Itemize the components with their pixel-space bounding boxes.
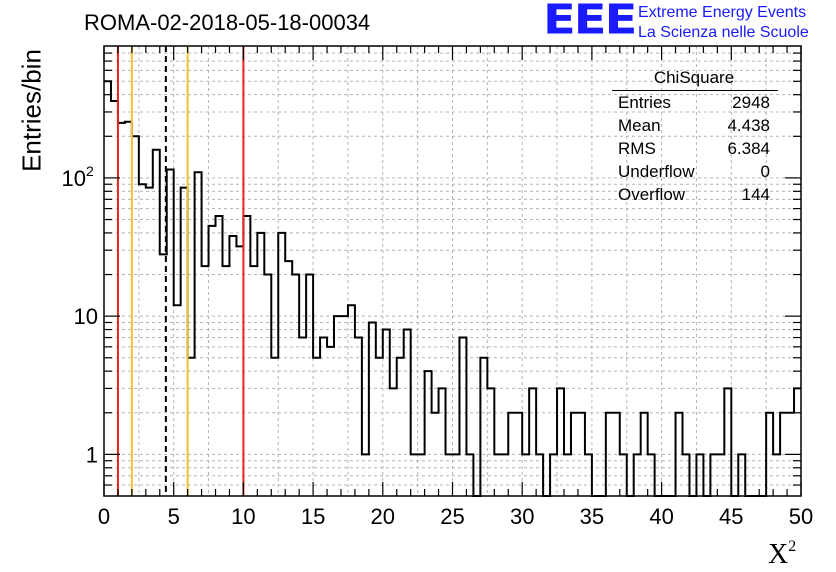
x-axis-label-sup: 2	[788, 538, 797, 555]
x-tick-label: 20	[371, 504, 395, 529]
x-tick-label: 40	[649, 504, 673, 529]
stats-label: Overflow	[618, 185, 686, 204]
stats-label: Mean	[618, 116, 661, 135]
x-tick-label: 25	[440, 504, 464, 529]
x-tick-label: 10	[231, 504, 255, 529]
x-tick-label: 35	[580, 504, 604, 529]
stats-box: ChiSquare Entries 2948 Mean 4.438 RMS 6.…	[610, 66, 778, 204]
x-tick-label: 15	[301, 504, 325, 529]
stats-value: 2948	[732, 93, 770, 112]
y-tick-label: 1	[86, 442, 98, 467]
stats-label: Underflow	[618, 162, 695, 181]
chart-title: ROMA-02-2018-05-18-00034	[84, 10, 371, 35]
x-tick-label: 30	[510, 504, 534, 529]
stats-value: 4.438	[727, 116, 770, 135]
logo-line-1: Extreme Energy Events	[638, 4, 807, 21]
x-tick-label: 45	[719, 504, 743, 529]
histogram-series	[104, 80, 801, 497]
eee-logo: EEE Extreme Energy Events La Scienza nel…	[543, 0, 833, 48]
stats-label: RMS	[618, 139, 656, 158]
logo-line-2: La Scienza nelle Scuole	[638, 24, 809, 41]
x-tick-label: 0	[98, 504, 110, 529]
stats-divider	[612, 90, 778, 91]
stats-title: ChiSquare	[653, 68, 735, 87]
y-axis-label: Entries/bin	[16, 49, 47, 172]
logo-mark: EEE	[543, 0, 637, 44]
x-tick-label: 50	[789, 504, 813, 529]
stats-label: Entries	[618, 93, 671, 112]
stats-value: 144	[741, 185, 770, 204]
stats-value: 6.384	[727, 139, 770, 158]
x-axis-label: X2	[768, 538, 796, 571]
y-tick-label: 10	[74, 304, 98, 329]
y-tick-label: 10	[62, 166, 86, 191]
stats-value: 0	[760, 162, 770, 181]
x-tick-label: 5	[168, 504, 180, 529]
y-tick-label-exponent: 2	[86, 163, 94, 179]
x-axis-label-base: X	[768, 539, 789, 570]
